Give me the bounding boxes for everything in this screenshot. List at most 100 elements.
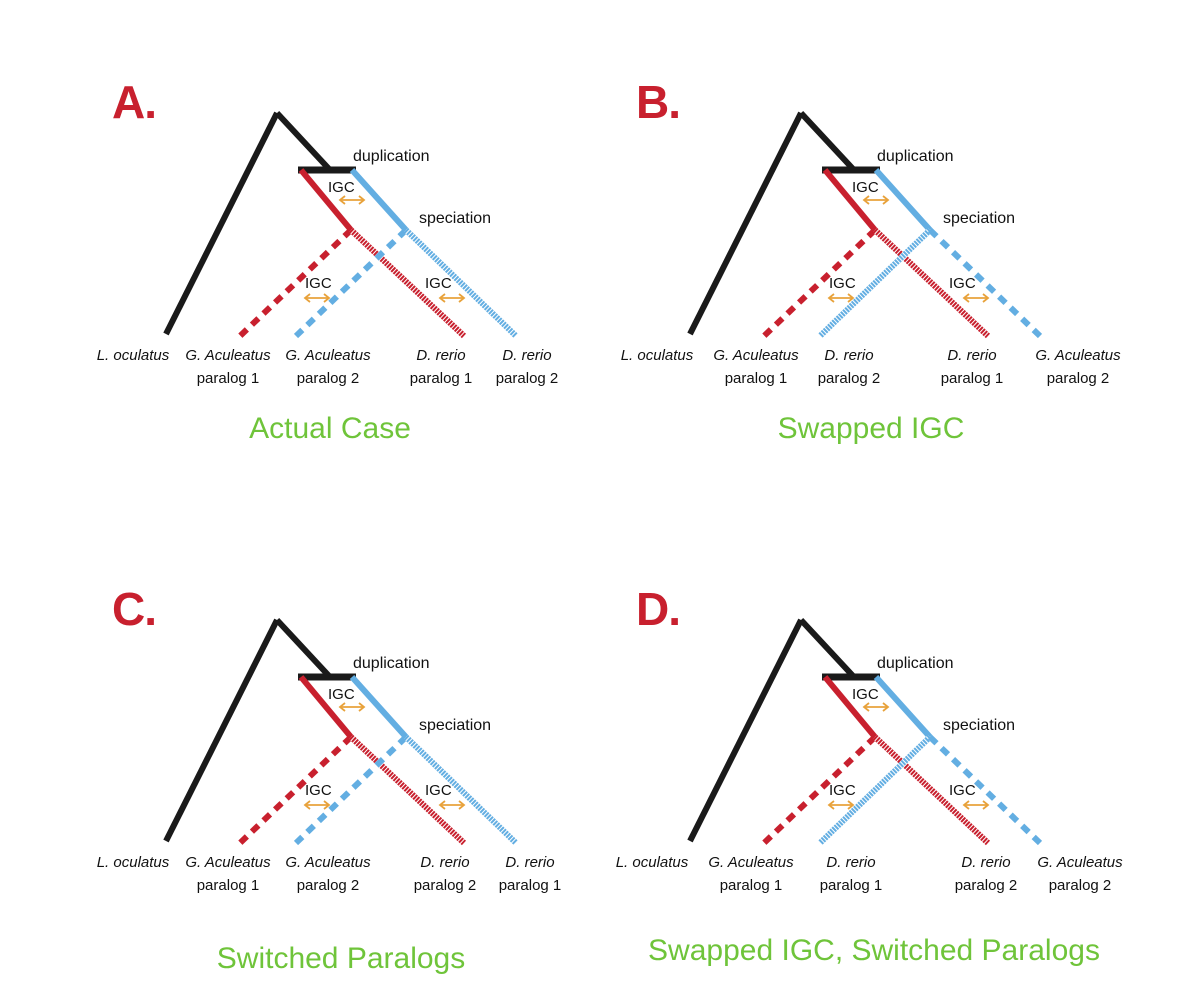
igc-double-arrow-icon <box>962 800 990 810</box>
taxon-label: D. rerio paralog 2 <box>414 854 477 894</box>
panel-letter: A. <box>112 76 156 128</box>
paralog2-right-leaf <box>403 227 519 339</box>
taxon-species: D. rerio <box>961 854 1010 871</box>
igc-double-arrow-icon <box>338 195 366 205</box>
taxon-label: D. rerio paralog 2 <box>496 347 559 387</box>
panel-c: C. duplication speciation IGC IGC IGC L. ocula… <box>97 583 562 975</box>
igc-double-arrow-icon <box>827 293 855 303</box>
taxon-paralog: paralog 1 <box>197 370 260 387</box>
igc-label-top: IGC <box>852 686 879 703</box>
igc-label-top: IGC <box>852 179 879 196</box>
taxon-paralog: paralog 2 <box>414 877 477 894</box>
taxon-species: D. rerio <box>420 854 469 871</box>
taxon-label: G. Aculeatus paralog 1 <box>185 347 271 387</box>
igc-label-right: IGC <box>949 782 976 799</box>
panel-caption: Swapped IGC, Switched Paralogs <box>648 934 1100 967</box>
taxon-label: G. Aculeatus paralog 1 <box>708 854 794 894</box>
taxon-label: D. rerio paralog 2 <box>955 854 1018 894</box>
taxon-species: G. Aculeatus <box>1035 347 1121 364</box>
taxon-label: G. Aculeatus paralog 1 <box>185 854 271 894</box>
outgroup-branch <box>163 618 280 843</box>
taxon-paralog: paralog 1 <box>820 877 883 894</box>
taxon-paralog: paralog 2 <box>297 877 360 894</box>
paralog1-left-leaf <box>762 734 878 845</box>
taxon-paralog: paralog 1 <box>725 370 788 387</box>
igc-double-arrow-icon <box>338 702 366 712</box>
taxon-paralog: paralog 2 <box>1047 370 1110 387</box>
taxon-paralog: paralog 1 <box>197 877 260 894</box>
speciation-label: speciation <box>943 210 1015 227</box>
taxon-species: D. rerio <box>824 347 873 364</box>
igc-double-arrow-icon <box>862 702 890 712</box>
paralog2-left-leaf <box>293 227 409 339</box>
taxon-species: D. rerio <box>826 854 875 871</box>
taxon-species: G. Aculeatus <box>285 854 371 871</box>
taxon-species: L. oculatus <box>621 347 694 364</box>
panel-letter: D. <box>636 583 680 635</box>
taxon-species: G. Aculeatus <box>185 854 271 871</box>
paralog1-stem <box>298 675 354 739</box>
taxon-paralog: paralog 2 <box>955 877 1018 894</box>
taxon-label: D. rerio paralog 1 <box>820 854 883 894</box>
paralog1-stem <box>298 168 354 232</box>
taxon-paralog: paralog 1 <box>941 370 1004 387</box>
outgroup-branch <box>687 111 804 336</box>
paralog1-left-leaf <box>762 227 878 338</box>
taxon-label: D. rerio paralog 1 <box>941 347 1004 387</box>
stem-branch <box>798 617 857 680</box>
duplication-label: duplication <box>877 148 954 165</box>
paralog2-left-leaf <box>293 734 409 846</box>
taxon-paralog: paralog 2 <box>1049 877 1112 894</box>
taxon-paralog: paralog 2 <box>496 370 559 387</box>
paralog2-stem <box>873 674 933 740</box>
paralog2-right-leaf <box>403 734 519 846</box>
taxon-paralog: paralog 1 <box>720 877 783 894</box>
igc-label-top: IGC <box>328 686 355 703</box>
panel-letter: B. <box>636 76 680 128</box>
igc-double-arrow-icon <box>303 293 331 303</box>
igc-label-right: IGC <box>949 275 976 292</box>
taxon-species: L. oculatus <box>97 347 170 364</box>
taxon-label: D. rerio paralog 1 <box>499 854 562 894</box>
igc-label-right: IGC <box>425 782 452 799</box>
igc-label-left: IGC <box>829 782 856 799</box>
taxon-species: G. Aculeatus <box>285 347 371 364</box>
igc-double-arrow-icon <box>962 293 990 303</box>
taxon-label: L. oculatus <box>616 854 689 871</box>
igc-double-arrow-icon <box>438 800 466 810</box>
taxon-label: L. oculatus <box>621 347 694 364</box>
taxon-species: L. oculatus <box>97 854 170 871</box>
speciation-label: speciation <box>419 717 491 734</box>
duplication-bar <box>298 166 356 174</box>
stem-branch <box>274 110 333 173</box>
igc-double-arrow-icon <box>438 293 466 303</box>
speciation-label: speciation <box>419 210 491 227</box>
taxon-species: G. Aculeatus <box>713 347 799 364</box>
panel-a: A. duplication speciation IGC IGC IGC L. ocula… <box>97 76 559 445</box>
taxon-species: D. rerio <box>505 854 554 871</box>
taxon-paralog: paralog 1 <box>499 877 562 894</box>
outgroup-branch <box>163 111 280 336</box>
taxon-species: G. Aculeatus <box>708 854 794 871</box>
taxon-label: D. rerio paralog 1 <box>410 347 473 387</box>
stem-branch <box>798 110 857 173</box>
panel-letter: C. <box>112 583 156 635</box>
outgroup-branch <box>687 618 804 843</box>
taxon-species: D. rerio <box>947 347 996 364</box>
taxon-species: D. rerio <box>502 347 551 364</box>
taxon-paralog: paralog 2 <box>818 370 881 387</box>
igc-label-top: IGC <box>328 179 355 196</box>
panel-caption: Swapped IGC <box>778 412 965 445</box>
paralog2-right-leaf <box>927 227 1043 339</box>
taxon-label: L. oculatus <box>97 347 170 364</box>
paralog1-left-leaf <box>238 227 354 338</box>
paralog2-stem <box>349 167 409 233</box>
igc-double-arrow-icon <box>862 195 890 205</box>
duplication-bar <box>822 166 880 174</box>
taxon-species: G. Aculeatus <box>1037 854 1123 871</box>
duplication-bar <box>822 673 880 681</box>
paralog2-left-leaf <box>817 734 933 846</box>
panel-caption: Actual Case <box>249 412 411 445</box>
duplication-bar <box>298 673 356 681</box>
